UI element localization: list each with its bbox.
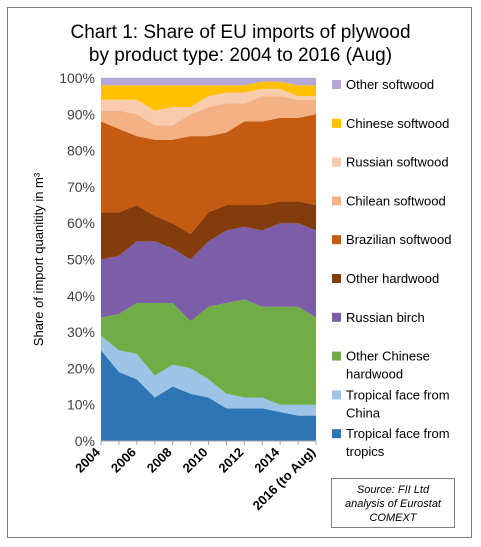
area-series <box>101 78 316 441</box>
y-tick-label: 20% <box>67 360 95 376</box>
legend-swatch <box>332 235 341 245</box>
legend-label: Chinese softwood <box>346 116 449 131</box>
y-tick-label: 40% <box>67 288 95 304</box>
area-brazilian-softwood <box>101 114 316 235</box>
y-tick-label: 60% <box>67 215 95 231</box>
legend-item: Other Chinese hardwood <box>332 349 430 382</box>
legend-swatch <box>332 312 341 322</box>
legend: Other softwood Chinese softwood Russian so… <box>332 77 452 459</box>
legend-item: Tropical face from tropics <box>332 426 450 459</box>
chart-title: Chart 1: Share of EU imports of plywood … <box>70 22 411 66</box>
legend-swatch <box>332 80 341 89</box>
y-tick-label: 100% <box>59 70 95 86</box>
x-tick-label: 2010 <box>180 445 211 476</box>
y-tick-label: 30% <box>67 324 95 340</box>
area-chinese-softwood <box>101 81 316 111</box>
area-russian-birch <box>101 223 316 322</box>
x-tick-label: 2012 <box>215 445 246 476</box>
area-chilean-softwood <box>101 96 316 140</box>
legend-label: Other Chinese hardwood <box>346 349 430 382</box>
y-tick-label: 80% <box>67 143 95 159</box>
legend-item: Tropical face from China <box>332 387 450 420</box>
y-tick-label: 50% <box>67 252 95 268</box>
x-tick-label: 2016 (to Aug) <box>250 445 318 513</box>
legend-label: Tropical face from China <box>346 387 450 420</box>
legend-swatch <box>332 429 341 439</box>
y-tick-label: 0% <box>75 433 95 449</box>
legend-item: Other hardwood <box>332 271 439 286</box>
area-other-softwood <box>101 78 316 86</box>
legend-swatch <box>332 118 341 128</box>
legend-swatch <box>332 274 341 283</box>
x-tick-label: 2008 <box>144 445 175 476</box>
legend-label: Tropical face from tropics <box>346 426 450 459</box>
legend-item: Russian birch <box>332 310 425 325</box>
y-tick-label: 70% <box>67 179 95 195</box>
legend-swatch <box>332 390 341 400</box>
area-tropical-face-from-tropics <box>101 350 316 441</box>
y-axis-label: Share of import quanitity in m³ <box>31 172 46 346</box>
x-tick-label: 2014 <box>251 444 283 476</box>
area-russian-softwood <box>101 88 316 126</box>
legend-label: Brazilian softwood <box>346 232 452 247</box>
y-tick-label: 90% <box>67 106 95 122</box>
legend-swatch <box>332 157 341 167</box>
area-other-chinese-hardwood <box>101 299 316 405</box>
legend-label: Other softwood <box>346 77 434 92</box>
legend-item: Brazilian softwood <box>332 232 452 247</box>
area-tropical-face-from-china <box>101 335 316 416</box>
y-tick-label: 10% <box>67 397 95 413</box>
x-tick-label: 2006 <box>108 445 139 476</box>
legend-swatch <box>332 351 341 361</box>
legend-item: Chinese softwood <box>332 116 449 131</box>
legend-label: Russian softwood <box>346 155 449 170</box>
legend-label: Chilean softwood <box>346 193 446 208</box>
legend-item: Other softwood <box>332 77 434 92</box>
source-note: Source: FII Ltd analysis of Eurostat COM… <box>331 478 455 528</box>
legend-item: Chilean softwood <box>332 193 446 208</box>
legend-label: Other hardwood <box>346 271 439 286</box>
legend-swatch <box>332 196 341 206</box>
legend-label: Russian birch <box>346 310 425 325</box>
legend-item: Russian softwood <box>332 155 449 170</box>
